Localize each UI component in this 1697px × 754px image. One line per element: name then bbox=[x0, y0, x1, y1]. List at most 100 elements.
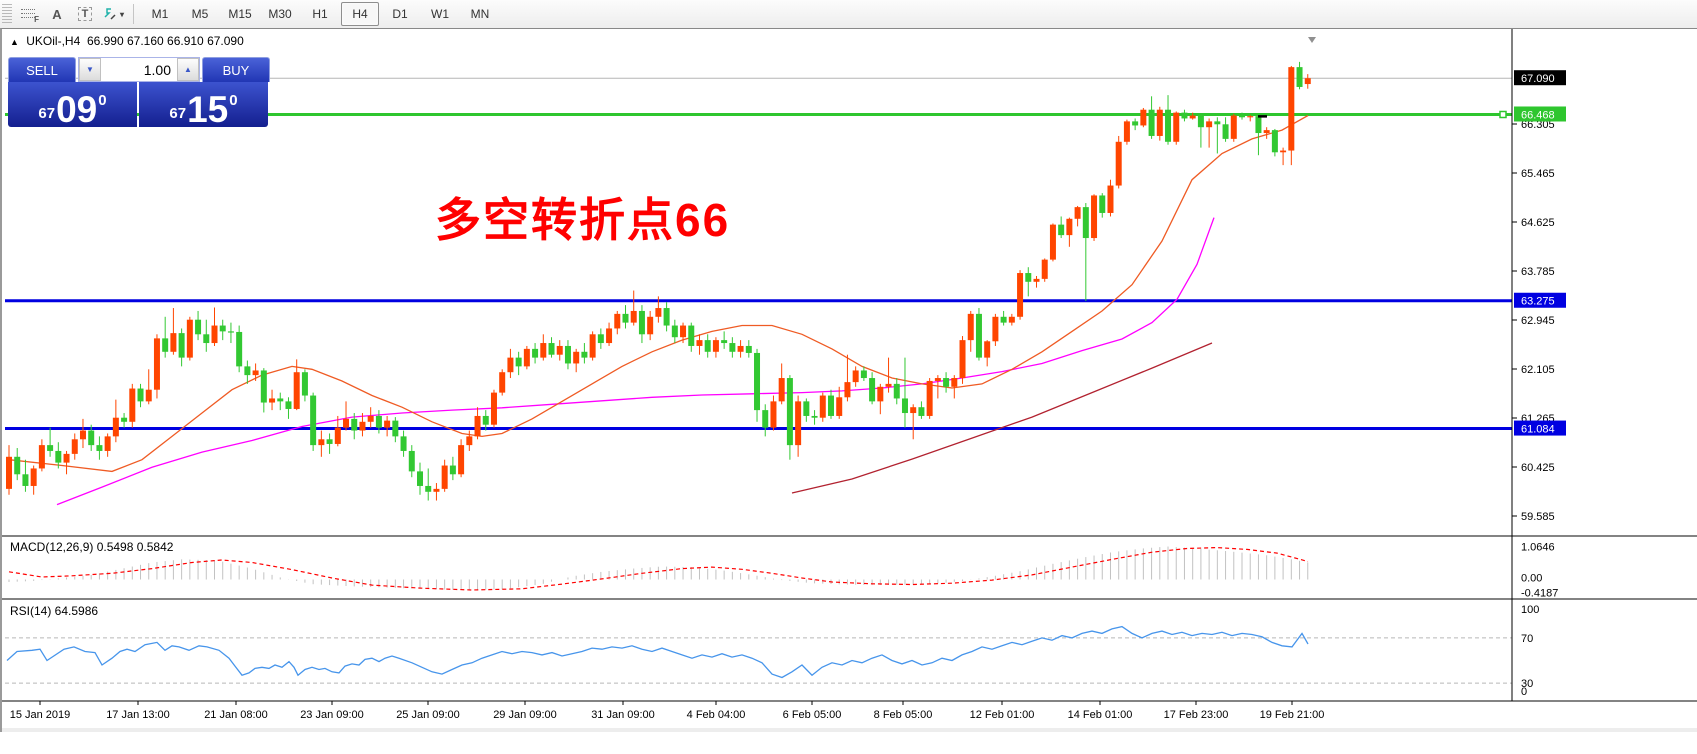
candle-body bbox=[474, 415, 481, 437]
volume-value[interactable]: 1.00 bbox=[143, 61, 171, 78]
tf-button-mn[interactable]: MN bbox=[470, 7, 490, 21]
time-axis-label: 17 Feb 23:00 bbox=[1164, 709, 1229, 721]
price-badge bbox=[1514, 292, 1566, 308]
collapse-panel-icon[interactable]: ▲ bbox=[10, 37, 19, 47]
volume-increase-button[interactable]: ▲ bbox=[177, 58, 199, 81]
candle-body bbox=[351, 418, 358, 431]
macd-signal-line bbox=[8, 546, 1309, 591]
down-arrow-marker-icon bbox=[1308, 37, 1316, 43]
candle-body bbox=[688, 325, 695, 346]
tf-button-w1[interactable]: W1 bbox=[431, 7, 449, 21]
candle-body bbox=[589, 334, 596, 358]
candle-body bbox=[581, 351, 588, 358]
candle-body bbox=[1008, 316, 1015, 323]
candle-body bbox=[499, 372, 506, 393]
tf-button-h4-active[interactable]: H4 bbox=[341, 2, 379, 26]
candle-body bbox=[754, 352, 761, 411]
price-axis-label: 60.425 bbox=[1521, 462, 1555, 474]
chart-annotation-text: 多空转折点66 bbox=[435, 194, 731, 246]
candle-body bbox=[1263, 130, 1270, 134]
candle-body bbox=[1197, 115, 1204, 128]
candle-body bbox=[1165, 109, 1172, 142]
toolbar-separator bbox=[133, 4, 134, 24]
buy-price-pips: 15 bbox=[187, 88, 229, 130]
candle-body bbox=[540, 343, 547, 358]
candle-body bbox=[490, 392, 497, 425]
candle-body bbox=[375, 415, 382, 428]
candle-body bbox=[1066, 218, 1073, 236]
candle-body bbox=[737, 345, 744, 352]
text-label-tool-icon[interactable]: T bbox=[72, 2, 98, 26]
fibonacci-letter: F bbox=[34, 15, 39, 24]
price-axis-label: 66.305 bbox=[1521, 119, 1555, 131]
candle-body bbox=[359, 421, 366, 431]
candle-body bbox=[556, 345, 563, 355]
candle-body bbox=[680, 325, 687, 338]
tf-button-m15[interactable]: M15 bbox=[228, 7, 252, 21]
candle-body bbox=[1206, 121, 1213, 128]
candle-body bbox=[104, 436, 111, 451]
macd-scale-max: 1.0646 bbox=[1521, 541, 1555, 553]
candle-body bbox=[441, 465, 448, 489]
candle-body bbox=[573, 351, 580, 364]
tf-button-d1[interactable]: D1 bbox=[392, 7, 408, 21]
candle-body bbox=[1082, 207, 1089, 239]
time-axis-label: 25 Jan 09:00 bbox=[396, 709, 460, 721]
candle-body bbox=[992, 316, 999, 342]
buy-price-box[interactable]: 67 15 0 bbox=[139, 82, 268, 130]
candle-body bbox=[244, 366, 251, 376]
toolbar-grip-icon[interactable] bbox=[2, 4, 12, 24]
tf-button-m30[interactable]: M30 bbox=[268, 7, 292, 21]
fibonacci-tool-icon[interactable]: F bbox=[16, 2, 42, 26]
chart-canvas[interactable]: 66.30565.46564.62563.78562.94562.10561.2… bbox=[2, 29, 1697, 732]
candle-body bbox=[458, 445, 465, 475]
candle-body bbox=[30, 468, 37, 486]
arrows-tool-icon[interactable]: ▾ bbox=[100, 2, 126, 26]
one-click-trade-panel: SELL ▼ 1.00 ▲ BUY 67 09 0 67 15 0 bbox=[8, 57, 270, 130]
candle-body bbox=[869, 378, 876, 402]
candle-body bbox=[252, 370, 259, 376]
price-badge bbox=[1514, 420, 1566, 436]
tf-button-m1[interactable]: M1 bbox=[151, 7, 169, 21]
candle-body bbox=[655, 308, 662, 317]
candle-body bbox=[112, 417, 119, 437]
candle-body bbox=[392, 420, 399, 437]
sell-price-box[interactable]: 67 09 0 bbox=[8, 82, 137, 130]
candle-body bbox=[1058, 224, 1065, 236]
candle-body bbox=[1239, 115, 1245, 118]
tf-button-h1[interactable]: H1 bbox=[312, 7, 328, 21]
candle-body bbox=[704, 340, 711, 352]
sell-button[interactable]: SELL bbox=[8, 57, 76, 82]
candle-body bbox=[638, 310, 645, 335]
candle-body bbox=[614, 313, 621, 329]
buy-button[interactable]: BUY bbox=[202, 57, 270, 82]
sell-price-integer: 67 bbox=[38, 105, 56, 122]
text-tool-icon[interactable]: A bbox=[52, 6, 62, 22]
candle-body bbox=[1049, 224, 1056, 260]
candle-body bbox=[1230, 115, 1237, 139]
candle-body bbox=[943, 378, 950, 387]
candle-body bbox=[310, 395, 317, 446]
volume-stepper: ▼ 1.00 ▲ bbox=[78, 57, 200, 82]
candle-body bbox=[211, 325, 218, 344]
candle-body bbox=[449, 465, 456, 475]
time-axis-label: 23 Jan 09:00 bbox=[300, 709, 364, 721]
candle-body bbox=[762, 410, 769, 428]
candle-body bbox=[269, 398, 276, 403]
rsi-line bbox=[6, 625, 1309, 679]
volume-decrease-button[interactable]: ▼ bbox=[79, 58, 101, 81]
candle-body bbox=[893, 383, 900, 399]
candle-body bbox=[47, 445, 54, 451]
candle-body bbox=[384, 420, 391, 428]
candle-body bbox=[712, 340, 719, 352]
sell-price-pips: 09 bbox=[56, 88, 98, 130]
tf-button-m5[interactable]: M5 bbox=[191, 7, 209, 21]
chart-title: ▲ UKOil-,H4 66.990 67.160 66.910 67.090 bbox=[10, 34, 244, 48]
candle-body bbox=[934, 378, 941, 381]
candle-body bbox=[910, 407, 917, 414]
candle-body bbox=[532, 348, 539, 358]
candle-body bbox=[433, 488, 440, 492]
candle-body bbox=[1271, 130, 1278, 153]
candle-body bbox=[162, 338, 169, 352]
